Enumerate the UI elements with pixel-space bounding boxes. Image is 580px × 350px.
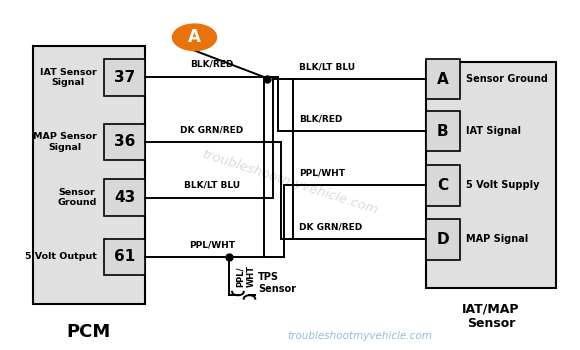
Text: DK GRN/RED: DK GRN/RED bbox=[180, 125, 244, 134]
Text: 5 Volt Output: 5 Volt Output bbox=[25, 252, 97, 261]
Text: BLK/RED: BLK/RED bbox=[299, 115, 342, 124]
FancyBboxPatch shape bbox=[426, 166, 459, 205]
Text: BLK/LT BLU: BLK/LT BLU bbox=[184, 181, 240, 190]
Text: BLK/LT BLU: BLK/LT BLU bbox=[299, 62, 355, 71]
Text: 61: 61 bbox=[114, 250, 135, 264]
Text: troubleshootmyvehicle.com: troubleshootmyvehicle.com bbox=[287, 331, 432, 341]
Text: PPL/WHT: PPL/WHT bbox=[299, 169, 345, 178]
FancyBboxPatch shape bbox=[104, 179, 146, 216]
FancyBboxPatch shape bbox=[426, 111, 459, 152]
FancyBboxPatch shape bbox=[104, 239, 146, 275]
FancyBboxPatch shape bbox=[426, 62, 556, 288]
Text: troubleshootmyvehicle.com: troubleshootmyvehicle.com bbox=[200, 147, 380, 217]
Text: Sensor
Ground: Sensor Ground bbox=[57, 188, 97, 207]
Text: IAT Sensor
Signal: IAT Sensor Signal bbox=[40, 68, 97, 87]
Text: PCM: PCM bbox=[67, 323, 111, 341]
Text: DK GRN/RED: DK GRN/RED bbox=[299, 223, 362, 232]
Text: TPS
Sensor: TPS Sensor bbox=[258, 272, 296, 294]
Text: IAT Signal: IAT Signal bbox=[466, 126, 521, 136]
FancyBboxPatch shape bbox=[426, 59, 459, 99]
Text: 36: 36 bbox=[114, 134, 135, 149]
Text: 43: 43 bbox=[114, 190, 135, 205]
Text: 5 Volt Supply: 5 Volt Supply bbox=[466, 181, 540, 190]
FancyBboxPatch shape bbox=[32, 46, 146, 304]
Text: 37: 37 bbox=[114, 70, 135, 85]
FancyBboxPatch shape bbox=[426, 219, 459, 260]
Text: IAT/MAP
Sensor: IAT/MAP Sensor bbox=[462, 302, 520, 330]
FancyBboxPatch shape bbox=[104, 59, 146, 96]
Text: BLK/RED: BLK/RED bbox=[190, 60, 234, 69]
Text: Sensor Ground: Sensor Ground bbox=[466, 74, 548, 84]
Text: D: D bbox=[436, 232, 449, 247]
Text: PPL/WHT: PPL/WHT bbox=[189, 240, 235, 249]
FancyBboxPatch shape bbox=[104, 124, 146, 160]
Text: MAP Signal: MAP Signal bbox=[466, 234, 529, 245]
Text: MAP Sensor
Signal: MAP Sensor Signal bbox=[33, 132, 97, 152]
Text: PPL/
WHT: PPL/ WHT bbox=[236, 265, 256, 287]
Circle shape bbox=[172, 24, 216, 50]
Text: C: C bbox=[437, 178, 448, 193]
Text: B: B bbox=[437, 124, 448, 139]
Text: A: A bbox=[437, 72, 448, 87]
Text: A: A bbox=[188, 28, 201, 46]
